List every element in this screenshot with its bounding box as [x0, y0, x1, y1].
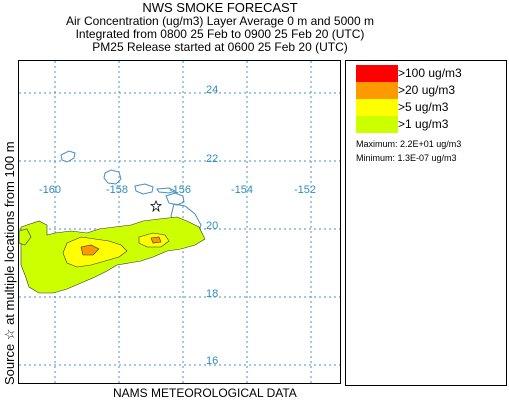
legend-label: >5 ug/m3 — [398, 100, 449, 114]
smoke-concentration — [19, 216, 206, 294]
lon-label: -158 — [106, 184, 128, 196]
island-oahu — [134, 183, 154, 195]
lat-label: 18 — [206, 288, 218, 300]
source-marker — [149, 199, 163, 213]
release-info: PM25 Release started at 0600 25 Feb 20 (… — [92, 40, 348, 54]
map-title: NWS SMOKE FORECAST — [142, 0, 298, 15]
concentration-description: Air Concentration (ug/m3) Layer Average … — [66, 14, 374, 28]
latitude-labels: 24 22 20 18 16 — [206, 84, 218, 367]
integration-period: Integrated from 0800 25 Feb to 0900 25 F… — [75, 27, 365, 41]
legend-label: >100 ug/m3 — [398, 66, 462, 80]
legend-item-gt5: >5 ug/m3 — [356, 99, 506, 116]
legend-label: >20 ug/m3 — [398, 83, 456, 97]
meteorological-data-label: NAMS METEOROLOGICAL DATA — [113, 386, 297, 400]
island-nihoa — [60, 150, 76, 163]
legend-swatch — [356, 116, 398, 133]
source-location-label: Source ☆ at multiple locations from 100 … — [2, 141, 17, 385]
smoke-map[interactable]: -160 -158 -156 -154 -152 24 22 20 18 16 — [18, 60, 341, 384]
island-molokai — [156, 187, 177, 194]
lon-label: -160 — [39, 184, 61, 196]
legend-swatch — [356, 99, 398, 116]
island-maui — [165, 192, 185, 206]
lat-label: 24 — [206, 84, 218, 96]
lon-label: -154 — [231, 184, 253, 196]
smoke-contour-gt20 — [80, 244, 100, 256]
island-kauai — [103, 169, 122, 185]
legend-swatch — [356, 65, 398, 82]
legend-item-gt100: >100 ug/m3 — [356, 65, 506, 82]
lat-label: 22 — [206, 153, 218, 165]
source-star-icon — [149, 199, 163, 213]
lat-label: 16 — [206, 355, 218, 367]
map-canvas: -160 -158 -156 -154 -152 24 22 20 18 16 — [19, 61, 340, 383]
lat-label: 20 — [206, 220, 218, 232]
legend: >100 ug/m3 >20 ug/m3 >5 ug/m3 >1 ug/m3 M… — [345, 60, 507, 386]
legend-label: >1 ug/m3 — [398, 117, 449, 131]
smoke-contour-gt20-b — [150, 236, 162, 244]
legend-swatch — [356, 82, 398, 99]
lon-label: -152 — [294, 184, 316, 196]
minimum-value: Minimum: 1.3E-07 ug/m3 — [356, 153, 457, 163]
lat-lon-grid — [19, 61, 340, 383]
maximum-value: Maximum: 2.2E+01 ug/m3 — [356, 139, 462, 149]
legend-item-gt20: >20 ug/m3 — [356, 82, 506, 99]
smoke-contour-gt1-small — [19, 228, 32, 246]
legend-item-gt1: >1 ug/m3 — [356, 116, 506, 133]
coastlines — [60, 150, 202, 243]
